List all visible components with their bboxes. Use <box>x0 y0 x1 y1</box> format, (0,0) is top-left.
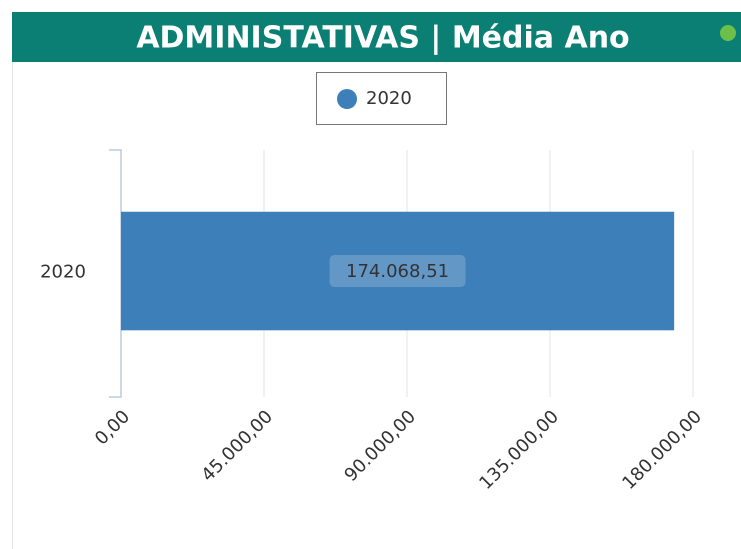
y-tick-label: 2020 <box>40 262 86 283</box>
legend-swatch <box>337 89 357 109</box>
x-tick-label: 0,00 <box>91 406 134 449</box>
legend-label: 2020 <box>366 88 412 109</box>
status-dot <box>720 25 736 41</box>
bar <box>121 211 675 331</box>
x-tick-label: 135.000,00 <box>475 406 563 494</box>
x-tick-label: 180.000,00 <box>618 406 706 494</box>
x-tick-label: 90.000,00 <box>340 406 420 486</box>
header-bar <box>12 12 741 62</box>
data-label: 174.068,51 <box>346 261 449 282</box>
chart-title: ADMINISTATIVAS | Média Ano <box>136 21 629 56</box>
x-tick-label: 45.000,00 <box>197 406 277 486</box>
y-axis <box>109 149 122 398</box>
data-label-bg <box>329 255 466 288</box>
